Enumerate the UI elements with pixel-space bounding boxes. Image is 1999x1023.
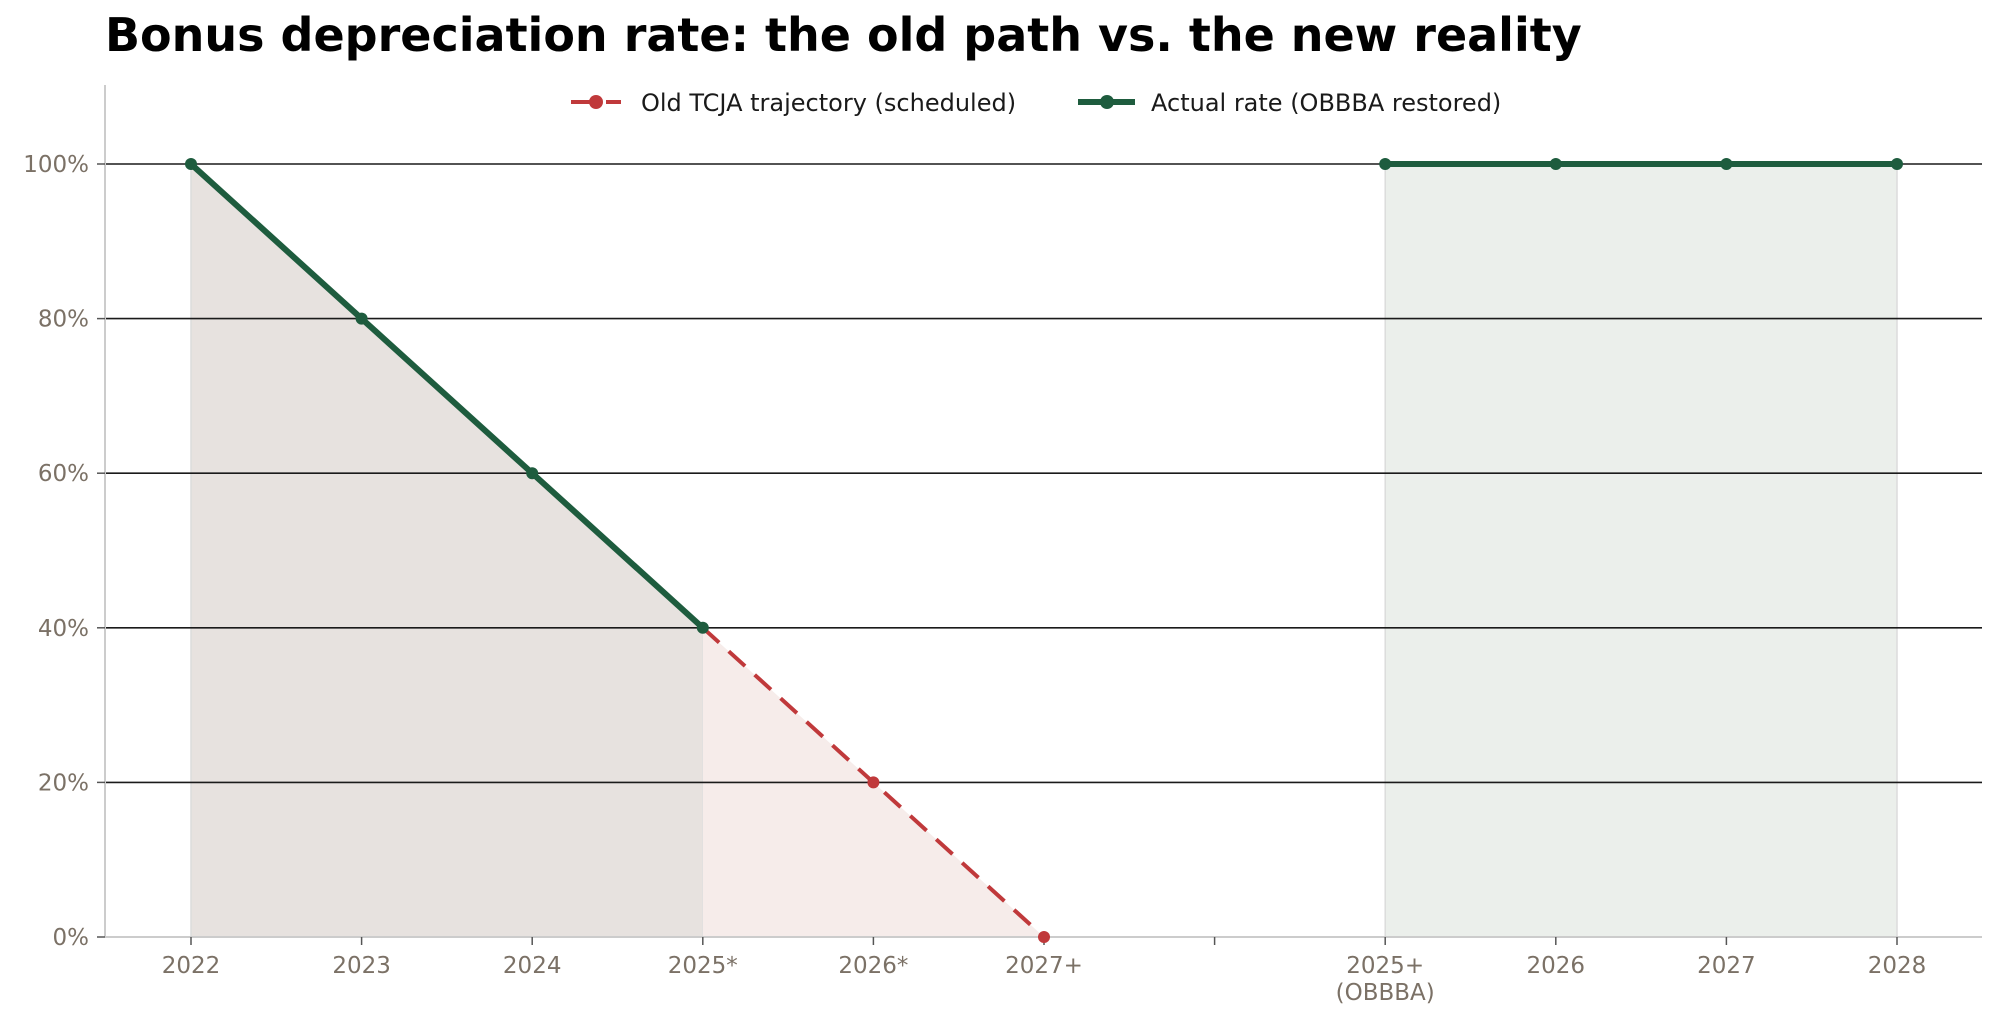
legend-old-marker — [589, 95, 603, 109]
x-tick-label-9: 2027 — [1697, 953, 1756, 979]
x-tick-label-0: 2022 — [162, 953, 221, 979]
legend-actual-label: Actual rate (OBBBA restored) — [1151, 89, 1501, 117]
old-trajectory-point-2026 — [867, 776, 880, 789]
old-trajectory-point-2027 — [1038, 931, 1050, 943]
actual-rate-line-1 — [188, 161, 705, 631]
actual-rate-point-2023 — [355, 312, 368, 325]
y-tick-label-80: 80% — [38, 307, 89, 333]
actual-rate-area-1 — [190, 162, 704, 938]
x-tick-label-10: 2028 — [1868, 953, 1927, 979]
actual-rate-point-2022 — [185, 158, 197, 170]
y-tick-label-0: 0% — [53, 925, 90, 951]
actual-rate-point-2026 — [1549, 158, 1562, 170]
y-tick-label-60: 60% — [38, 461, 89, 487]
x-tick-label-3: 2025* — [668, 953, 738, 979]
x-tick-label-5: 2027+ — [1005, 953, 1083, 979]
x-tick-label-4: 2026* — [838, 953, 908, 979]
legend-actual-marker — [1100, 95, 1114, 109]
actual-rate-point-2025OBBBA — [1379, 158, 1392, 170]
chart-title: Bonus depreciation rate: the old path vs… — [105, 8, 1582, 62]
legend-old-label: Old TCJA trajectory (scheduled) — [641, 89, 1016, 117]
actual-rate-point-2028 — [1891, 158, 1903, 170]
actual-rate-point-2024 — [526, 467, 539, 480]
x-tick-label-7: 2025+ (OBBBA) — [1336, 953, 1435, 1006]
x-tick-label-1: 2023 — [332, 953, 391, 979]
x-tick-label-8: 2026 — [1527, 953, 1586, 979]
x-tick-label-2: 2024 — [503, 953, 562, 979]
actual-rate-point-2025 — [696, 621, 709, 634]
y-tick-label-40: 40% — [38, 616, 89, 642]
actual-rate-point-2027 — [1720, 158, 1733, 170]
y-tick-label-20: 20% — [38, 770, 89, 796]
y-tick-label-100: 100% — [23, 152, 89, 178]
actual-rate-area-2 — [1384, 163, 1898, 938]
